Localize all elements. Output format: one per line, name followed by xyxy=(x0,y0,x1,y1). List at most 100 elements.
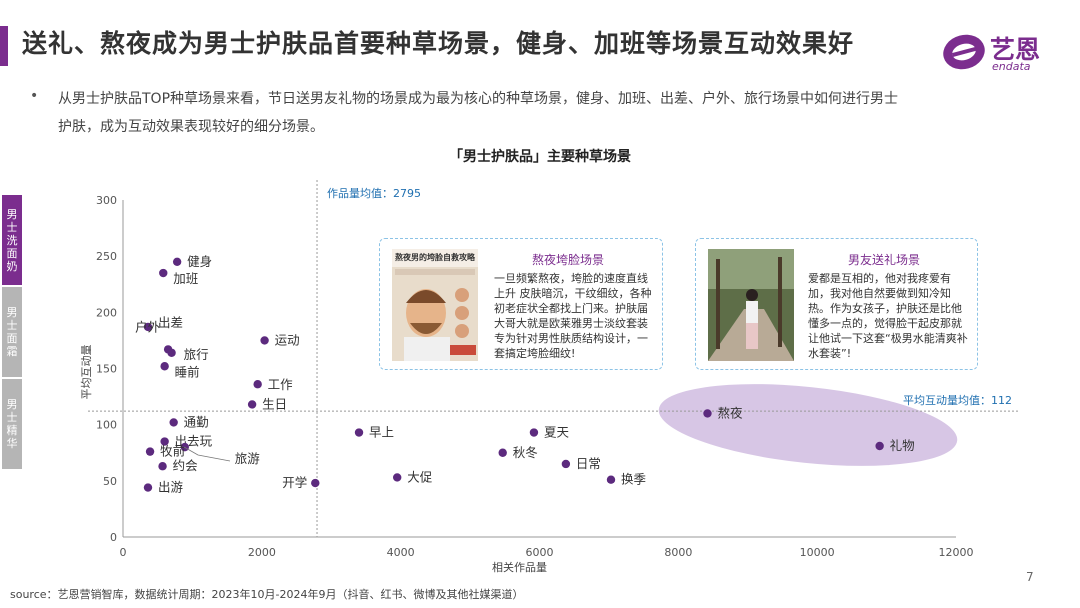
logo-en-text: endata xyxy=(992,60,1031,73)
tab-label: 男士精华 xyxy=(6,398,18,450)
data-point-label: 生日 xyxy=(262,396,287,411)
card-image-gift xyxy=(708,249,794,361)
data-point-label: 出游 xyxy=(158,480,184,495)
data-point-label: 约会 xyxy=(173,458,199,473)
x-tick-label: 6000 xyxy=(526,546,554,559)
highlight-layer xyxy=(658,384,958,466)
y-tick-label: 0 xyxy=(110,531,117,544)
tab-mens-cream[interactable]: 男士面霜 xyxy=(2,287,22,377)
page-number: 7 xyxy=(1026,570,1034,584)
x-mean-label: 作品量均值：2795 xyxy=(327,187,421,200)
data-point-label: 户外 xyxy=(135,319,161,334)
leader-lines xyxy=(183,446,231,462)
endata-logo-icon xyxy=(943,34,985,70)
x-tick-label: 8000 xyxy=(664,546,692,559)
data-point[interactable] xyxy=(247,400,257,409)
data-point[interactable] xyxy=(606,475,616,484)
tab-mens-cleanser[interactable]: 男士洗面奶 xyxy=(2,195,22,285)
chart-axes: 0 2000 4000 6000 8000 10000 12000 0 50 100 150 200 2… xyxy=(80,194,974,574)
card-title: 熬夜垮脸场景 xyxy=(532,253,605,267)
category-tabs: 男士洗面奶 男士面霜 男士精华 xyxy=(2,195,22,471)
x-tick-label: 2000 xyxy=(248,546,276,559)
leader-line-travel xyxy=(183,446,231,462)
data-point-label: 大促 xyxy=(407,469,433,484)
scenario-card-gift: 男友送礼场景 爱都是互相的，他对我疼爱有加，我对他自然要做到知冷知热。作为女孩子… xyxy=(695,238,978,370)
data-point-label: 礼物 xyxy=(890,438,915,453)
data-point-label: 秋冬 xyxy=(513,445,538,460)
data-point-label: 日常 xyxy=(576,456,601,471)
y-mean-label: 平均互动量均值：112 xyxy=(903,394,1012,407)
bullet-text: 从男士护肤品TOP种草场景来看，节日送男友礼物的场景成为最为核心的种草场景，健身… xyxy=(58,91,899,135)
data-point-label: 早上 xyxy=(369,425,394,440)
x-tick-label: 4000 xyxy=(387,546,415,559)
card-image-heading: 熬夜男的垮脸自救攻略 xyxy=(395,253,475,262)
data-point[interactable] xyxy=(143,483,153,492)
mean-lines: 作品量均值：2795 平均互动量均值：112 xyxy=(88,180,1020,537)
y-tick-label: 200 xyxy=(96,306,117,319)
y-tick-label: 100 xyxy=(96,419,117,432)
data-point[interactable] xyxy=(875,441,884,451)
data-point[interactable] xyxy=(354,428,364,437)
data-point[interactable] xyxy=(498,448,507,457)
data-point[interactable] xyxy=(160,437,169,446)
x-axis-title: 相关作品量 xyxy=(492,560,547,574)
data-point[interactable] xyxy=(159,268,168,278)
data-point[interactable] xyxy=(392,473,402,482)
face-illustration xyxy=(392,249,478,361)
girl-photo-illustration xyxy=(708,249,794,361)
source-note: source：艺恩营销智库，数据统计周期：2023年10月-2024年9月（抖音… xyxy=(10,588,524,601)
card-text: 爱都是互相的，他对我疼爱有加，我对他自然要做到知冷知热。作为女孩子，护肤还是比他… xyxy=(808,272,968,360)
title-accent-bar xyxy=(0,26,8,66)
data-point-label: 通勤 xyxy=(184,414,209,429)
y-tick-label: 150 xyxy=(96,363,117,376)
tab-mens-serum[interactable]: 男士精华 xyxy=(2,379,22,469)
x-tick-label: 10000 xyxy=(800,546,835,559)
bullet-dot: • xyxy=(30,88,39,104)
data-point[interactable] xyxy=(158,462,167,471)
data-point-label: 换季 xyxy=(621,472,647,487)
data-point-label: 睡前 xyxy=(175,364,200,379)
y-tick-label: 50 xyxy=(103,475,117,488)
data-point-label: 夏天 xyxy=(544,425,570,440)
chart-title: 「男士护肤品」主要种草场景 xyxy=(449,149,631,165)
card-title: 男友送礼场景 xyxy=(848,253,921,267)
data-point[interactable] xyxy=(167,348,176,357)
page-title: 送礼、熬夜成为男士护肤品首要种草场景，健身、加班等场景互动效果好 xyxy=(22,29,855,58)
data-point-label: 运动 xyxy=(275,332,300,347)
data-point-label: 旅行 xyxy=(184,347,209,362)
highlight-ellipse xyxy=(658,384,958,466)
card-image-stayup: 熬夜男的垮脸自救攻略 xyxy=(392,249,478,361)
data-point-label: 牧前 xyxy=(160,444,185,459)
data-point[interactable] xyxy=(703,409,712,418)
y-tick-label: 300 xyxy=(96,194,117,207)
y-tick-label: 250 xyxy=(96,250,117,263)
data-point[interactable] xyxy=(260,336,269,345)
data-point[interactable] xyxy=(311,478,320,488)
data-point[interactable] xyxy=(561,459,571,469)
data-point-label: 工作 xyxy=(268,377,294,392)
logo-cn-text: 艺恩 xyxy=(990,35,1041,64)
data-point-label: 加班 xyxy=(173,271,198,286)
data-point-label: 出差 xyxy=(158,315,183,330)
scenario-card-stayup: 熬夜男的垮脸自救攻略 熬夜垮脸场景 一旦频繁熬夜，垮脸的速度直线上升 皮肤暗沉，… xyxy=(379,238,663,370)
data-point[interactable] xyxy=(253,380,262,389)
card-text: 一旦频繁熬夜，垮脸的速度直线上升 皮肤暗沉，干纹细纹，各种初老症状全都找上门来。… xyxy=(494,272,652,360)
data-point[interactable] xyxy=(160,362,169,371)
data-point[interactable] xyxy=(169,418,178,427)
y-axis-title: 平均互动量 xyxy=(80,345,93,400)
data-point[interactable] xyxy=(145,447,155,456)
tab-label: 男士洗面奶 xyxy=(6,207,18,273)
data-point[interactable] xyxy=(529,428,539,437)
x-tick-label: 12000 xyxy=(939,546,974,559)
data-point[interactable] xyxy=(143,322,153,332)
data-point[interactable] xyxy=(172,257,182,266)
x-tick-label: 0 xyxy=(120,546,127,559)
data-point-label: 开学 xyxy=(282,475,307,490)
endata-logo: 艺恩 endata xyxy=(940,28,1060,76)
data-point-label: 旅游 xyxy=(235,451,261,466)
data-point-label: 熬夜 xyxy=(717,405,743,420)
data-point-label: 健身 xyxy=(187,254,212,269)
tab-label: 男士面霜 xyxy=(6,306,18,358)
